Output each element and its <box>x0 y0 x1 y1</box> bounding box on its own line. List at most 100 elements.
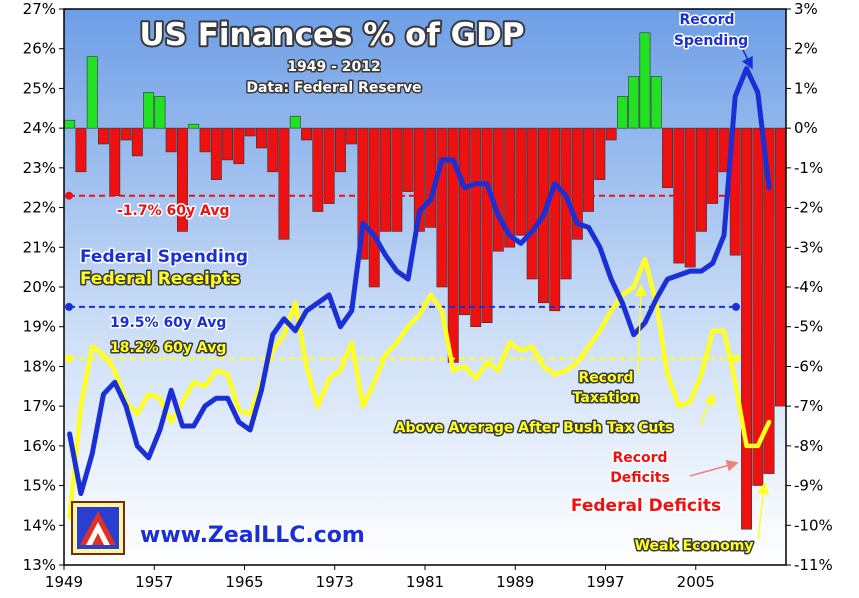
average-marker <box>65 302 73 311</box>
left-tick-label: 20% <box>23 278 56 296</box>
deficit-bar <box>222 127 233 161</box>
deficit-bar <box>64 119 76 129</box>
deficit-bar <box>504 127 516 248</box>
right-tick-label: -8% <box>794 437 823 455</box>
deficit-bar <box>289 115 301 129</box>
deficit-bar <box>199 127 211 153</box>
average-marker <box>65 191 73 200</box>
deficit-bar <box>741 127 753 530</box>
avg-label-receipts: 18.2% 60y Avg <box>110 340 226 356</box>
x-tick-label: 1973 <box>316 573 354 591</box>
deficit-bar <box>684 127 696 268</box>
average-marker <box>732 191 740 200</box>
deficit-bar <box>707 127 719 204</box>
deficit-bar <box>481 127 493 324</box>
deficit-bar <box>515 127 527 236</box>
right-axis: 3% 2% 1% 0% -1% -2% -3% -4% -5% -6% -7% -8% -9% -10% -… <box>786 0 833 574</box>
right-tick-label: -7% <box>794 397 823 415</box>
annotation-record-deficits-1: Record <box>612 450 667 466</box>
legend-receipts: Federal Receipts <box>80 269 240 289</box>
right-tick-label: -5% <box>794 318 823 336</box>
chart-source: Data: Federal Reserve <box>246 80 421 96</box>
deficit-bar <box>402 127 414 192</box>
average-marker <box>732 302 740 311</box>
x-tick-label: 1949 <box>45 573 83 591</box>
deficit-bar <box>210 127 222 181</box>
left-tick-label: 24% <box>23 119 56 137</box>
right-tick-label: -9% <box>794 477 823 495</box>
deficit-bars <box>64 32 786 530</box>
arrow-record-spending <box>741 49 753 70</box>
deficit-bar <box>143 92 155 129</box>
deficit-bar <box>616 96 628 129</box>
left-tick-label: 14% <box>23 516 56 534</box>
deficit-bar <box>650 76 662 129</box>
x-axis: 1949 1957 1965 1973 1981 1989 1997 2005 <box>45 565 715 591</box>
deficit-bar <box>492 127 504 252</box>
chart-subtitle: 1949 - 2012 <box>287 59 381 75</box>
deficit-bar <box>188 123 200 129</box>
left-tick-label: 13% <box>23 556 56 574</box>
deficit-bar <box>109 127 121 196</box>
deficit-bar <box>413 127 425 232</box>
deficit-bar <box>177 127 188 232</box>
arrow-weak-economy <box>757 482 770 540</box>
average-marker <box>732 354 740 363</box>
website-link[interactable]: www.ZealLLC.com <box>139 522 367 550</box>
deficit-bar <box>605 127 617 141</box>
deficit-bar <box>357 127 369 260</box>
left-tick-label: 19% <box>23 318 56 336</box>
right-tick-label: 1% <box>794 79 818 97</box>
zeal-logo <box>71 501 125 555</box>
deficit-bar <box>368 127 380 288</box>
deficit-bar <box>662 127 674 189</box>
left-tick-label: 18% <box>23 357 56 375</box>
annotation-record-spending-2: Spending <box>674 33 748 49</box>
left-tick-label: 16% <box>23 437 56 455</box>
arrow-bush <box>699 392 715 425</box>
right-tick-label: 2% <box>794 40 818 58</box>
deficit-bar <box>98 127 109 145</box>
right-tick-label: -4% <box>794 278 823 296</box>
deficit-bar <box>571 127 583 240</box>
deficit-bar <box>458 127 470 316</box>
spending-line <box>67 66 772 496</box>
deficit-bar <box>165 127 177 153</box>
annotation-record-taxation-1: Record <box>578 370 633 386</box>
avg-label-spending: 19.5% 60y Avg <box>110 315 226 331</box>
deficit-bar <box>729 127 741 256</box>
deficit-bar <box>255 127 267 149</box>
deficit-bar <box>380 127 391 232</box>
left-tick-label: 15% <box>23 477 56 495</box>
left-tick-label: 27% <box>23 0 56 18</box>
annotation-record-spending-1: Record <box>679 12 734 28</box>
annotation-weak-economy: Weak Economy <box>635 538 754 554</box>
deficit-bar <box>391 127 403 232</box>
deficit-bar <box>470 127 482 328</box>
left-axis: 27% 26% 25% 24% 23% 22% 21% 20% 19% 18% 17% 16% 15% 1… <box>23 0 64 574</box>
right-tick-label: -6% <box>794 357 823 375</box>
deficit-bar <box>86 56 98 129</box>
deficit-bar <box>244 127 256 137</box>
right-tick-label: -2% <box>794 199 823 217</box>
chart-title: US Finances % of GDP <box>139 17 524 53</box>
annotation-bush: Above Average After Bush Tax Cuts <box>395 420 674 436</box>
annotation-record-taxation-2: Taxation <box>573 390 640 406</box>
x-tick-label: 1981 <box>406 573 444 591</box>
deficit-bar <box>323 127 335 204</box>
receipts-line <box>67 256 772 520</box>
left-tick-label: 17% <box>23 397 56 415</box>
deficit-bar <box>346 127 358 145</box>
arrow-record-deficits <box>689 459 739 477</box>
deficit-bar <box>75 127 87 173</box>
deficit-bar <box>752 127 764 486</box>
left-tick-label: 21% <box>23 238 56 256</box>
deficit-bar <box>549 127 561 312</box>
deficit-bar <box>583 127 595 212</box>
annotation-record-deficits-2: Deficits <box>610 470 670 486</box>
x-tick-label: 1957 <box>135 573 173 591</box>
deficit-bar <box>312 127 324 212</box>
right-tick-label: -10% <box>794 516 833 534</box>
deficit-bar <box>594 127 606 181</box>
